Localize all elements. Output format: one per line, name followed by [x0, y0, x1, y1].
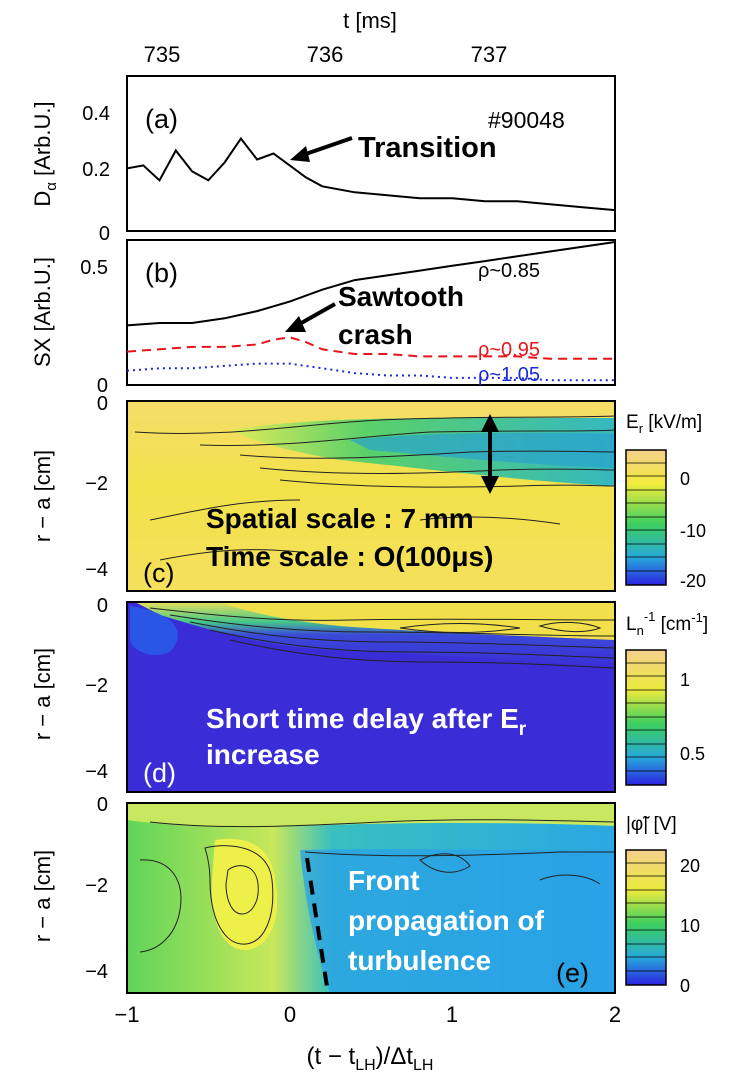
er-inner-band: [350, 432, 615, 468]
cb-e-tick: 20: [680, 856, 700, 876]
panel-d-ytick: 0: [97, 595, 108, 617]
transition-label: Transition: [358, 132, 497, 164]
bottom-tick-1: 1: [446, 1002, 458, 1027]
panel-b-ylabel: SX [Arb.U.]: [30, 257, 55, 367]
top-tick-735: 735: [144, 42, 181, 67]
cb-d-tick: 0.5: [680, 744, 705, 764]
phi-contours: [139, 819, 616, 953]
panel-d: r − a [cm] 0 −2 −4 (d) Short time delay …: [30, 595, 708, 793]
cb-d-title: Ln-1 [cm-1]: [626, 609, 708, 638]
cb-c-title: Er [kV/m]: [626, 412, 702, 436]
legend-rho-085: ρ~0.85: [478, 260, 540, 282]
cb-e-tick: 10: [680, 916, 700, 936]
panel-a-ylabel: Dα [Arb.U.]: [30, 101, 60, 206]
front-label-2: propagation of: [348, 905, 545, 936]
sawtooth-label: Sawtooth: [338, 281, 464, 312]
panel-e-ylabel: r − a [cm]: [30, 850, 55, 942]
panel-d-ytick: −4: [85, 761, 108, 783]
cb-c-tick: 0: [680, 469, 690, 489]
phi-blue-region: [300, 849, 615, 993]
panel-a-letter: (a): [145, 104, 178, 134]
cb-e-title: |φ̃| [V]: [626, 814, 677, 835]
ln-yellow-region: [220, 602, 615, 640]
panel-a: Dα [Arb.U.] 0 0.2 0.4 (a) #90048 Transit…: [30, 75, 616, 245]
crash-label: crash: [338, 319, 413, 350]
panel-b: SX [Arb.U.] 0 0.5 (b) ρ~0.85 ρ~0.95 ρ~1.…: [30, 239, 616, 397]
top-axis-title: t [ms]: [343, 8, 397, 33]
panel-c: r − a [cm] 0 −2 −4 (c) Spatial scale : 7…: [30, 393, 706, 592]
er-contours: [134, 415, 616, 561]
ln-blue-patch: [130, 606, 178, 655]
cb-c-lines: [626, 462, 666, 572]
spatial-arrow-head-bottom: [481, 476, 499, 494]
panel-d-letter: (d): [143, 758, 176, 788]
panel-c-ytick: −4: [85, 559, 108, 581]
spatial-scale-label: Spatial scale : 7 mm: [206, 503, 474, 534]
panel-e-ytick: −4: [85, 961, 108, 983]
transition-arrow-head: [290, 146, 310, 162]
shot-number: #90048: [488, 107, 565, 133]
panel-e-ytick: −2: [85, 875, 108, 897]
panel-e: r − a [cm] 0 −2 −4 (e) Front propagation…: [30, 794, 700, 996]
panel-c-letter: (c): [143, 558, 174, 588]
delay-label-line2: increase: [206, 739, 320, 770]
bottom-tick-m1: −1: [114, 1002, 139, 1027]
transition-arrow: [299, 136, 353, 158]
panel-a-ytick: 0: [99, 223, 110, 245]
da-line: [126, 136, 616, 212]
panel-b-letter: (b): [145, 258, 178, 288]
panel-d-ytick: −2: [85, 675, 108, 697]
phi-top-band: [127, 803, 615, 827]
top-tick-737: 737: [471, 42, 508, 67]
panel-c-ytick: 0: [97, 393, 108, 415]
cb-e-tick: 0: [680, 976, 690, 996]
panel-c-ytick: −2: [85, 473, 108, 495]
bottom-tick-0: 0: [284, 1002, 296, 1027]
sawtooth-arrow: [295, 302, 336, 328]
panel-a-ytick: 0.4: [82, 103, 110, 125]
panel-e-letter: (e): [556, 958, 589, 988]
cb-d-lines: [626, 662, 666, 772]
panel-b-ytick: 0: [97, 375, 108, 397]
cb-c-tick: -10: [680, 521, 706, 541]
bottom-tick-2: 2: [609, 1002, 621, 1027]
cb-c-tick: -20: [680, 571, 706, 591]
panel-d-ylabel: r − a [cm]: [30, 648, 55, 740]
spatial-arrow-head-top: [481, 414, 499, 432]
front-label-3: turbulence: [348, 945, 491, 976]
phi-yellow-blob: [211, 838, 277, 951]
delay-label-line1: Short time delay after Er: [206, 703, 527, 740]
cb-e-lines: [626, 862, 666, 972]
panel-e-ytick: 0: [97, 794, 108, 816]
legend-rho-105: ρ~1.05: [478, 364, 540, 386]
panel-b-ytick: 0.5: [80, 257, 108, 279]
panel-a-ytick: 0.2: [82, 159, 110, 181]
sx-line-085: [126, 241, 616, 327]
cb-d-tick: 1: [680, 670, 690, 690]
time-scale-label: Time scale : O(100μs): [206, 541, 493, 572]
bottom-axis-label: (t − tLH)/ΔtLH: [307, 1043, 434, 1074]
legend-rho-095: ρ~0.95: [478, 339, 540, 361]
sawtooth-arrow-head: [285, 316, 306, 332]
panel-c-ylabel: r − a [cm]: [30, 450, 55, 542]
ln-contours: [149, 607, 616, 669]
top-tick-736: 736: [307, 42, 344, 67]
sx-line-095: [126, 336, 615, 360]
front-label-1: Front: [348, 865, 420, 896]
